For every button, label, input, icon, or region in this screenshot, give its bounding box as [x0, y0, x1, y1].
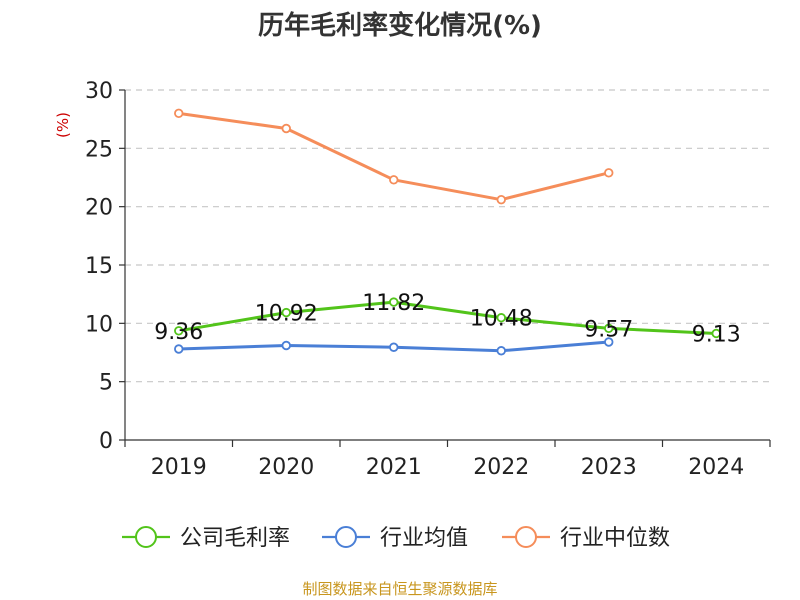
source-note: 制图数据来自恒生聚源数据库: [302, 580, 497, 598]
legend-label: 行业均值: [380, 526, 468, 551]
data-point[interactable]: [174, 326, 184, 336]
y-tick-label: 0: [99, 429, 113, 454]
y-tick-label: 30: [85, 79, 113, 104]
data-label: 11.82: [362, 291, 425, 316]
data-point[interactable]: [281, 123, 291, 134]
x-tick-label: 2019: [151, 455, 207, 480]
data-point[interactable]: [604, 323, 614, 334]
x-tick-label: 2021: [366, 455, 422, 480]
data-point[interactable]: [496, 346, 506, 356]
y-tick-label: 20: [85, 196, 113, 221]
x-tick-label: 2023: [581, 455, 637, 480]
series-line: [178, 300, 717, 335]
y-axis-label: (%): [54, 112, 72, 138]
y-tick-label: 10: [85, 312, 113, 337]
data-label: 10.48: [470, 307, 533, 332]
data-point[interactable]: [711, 328, 721, 339]
legend-swatch-marker: [335, 526, 357, 548]
legend[interactable]: 公司毛利率 行业均值 行业中位数: [122, 526, 670, 551]
y-tick-label: 25: [85, 137, 113, 162]
series-3: [174, 108, 614, 205]
x-tick-label: 2020: [258, 455, 314, 480]
data-point[interactable]: [389, 342, 399, 352]
legend-label: 行业中位数: [560, 526, 670, 551]
series-1: 9.36 10.92 11.82 10.48 9.57 9.13: [154, 291, 740, 347]
data-label: 9.57: [584, 317, 633, 342]
series-2: [174, 337, 614, 356]
data-point[interactable]: [604, 337, 614, 347]
y-tick-label: 5: [99, 371, 113, 396]
x-tick-label: 2024: [688, 455, 744, 480]
data-point[interactable]: [496, 313, 506, 323]
legend-swatch-marker: [515, 526, 537, 548]
legend-swatch-marker: [135, 526, 157, 548]
grid-lines: [125, 89, 770, 383]
series-layer: 9.36 10.92 11.82 10.48 9.57 9.13: [154, 108, 741, 356]
y-tick-label: 15: [85, 254, 113, 279]
axes: 0 5 10 15 20 25 30 2019 2020 2021 2022 2023 2024: [85, 79, 771, 480]
legend-item-1[interactable]: 公司毛利率: [122, 526, 290, 551]
data-point[interactable]: [496, 194, 506, 205]
data-label: 9.13: [692, 322, 741, 347]
data-label: 9.36: [154, 320, 203, 345]
data-point[interactable]: [604, 168, 614, 178]
legend-item-2[interactable]: 行业均值: [322, 526, 468, 551]
data-point[interactable]: [389, 297, 399, 307]
data-label: 10.92: [255, 302, 318, 327]
data-point[interactable]: [389, 175, 399, 185]
data-point[interactable]: [174, 344, 184, 354]
data-point[interactable]: [174, 108, 184, 119]
x-tick-label: 2022: [473, 455, 529, 480]
data-point[interactable]: [281, 340, 291, 351]
series-line: [178, 111, 610, 202]
data-point[interactable]: [281, 307, 291, 318]
chart-title: 历年毛利率变化情况(%): [258, 10, 542, 41]
legend-label: 公司毛利率: [180, 526, 290, 551]
legend-item-3[interactable]: 行业中位数: [502, 526, 670, 551]
